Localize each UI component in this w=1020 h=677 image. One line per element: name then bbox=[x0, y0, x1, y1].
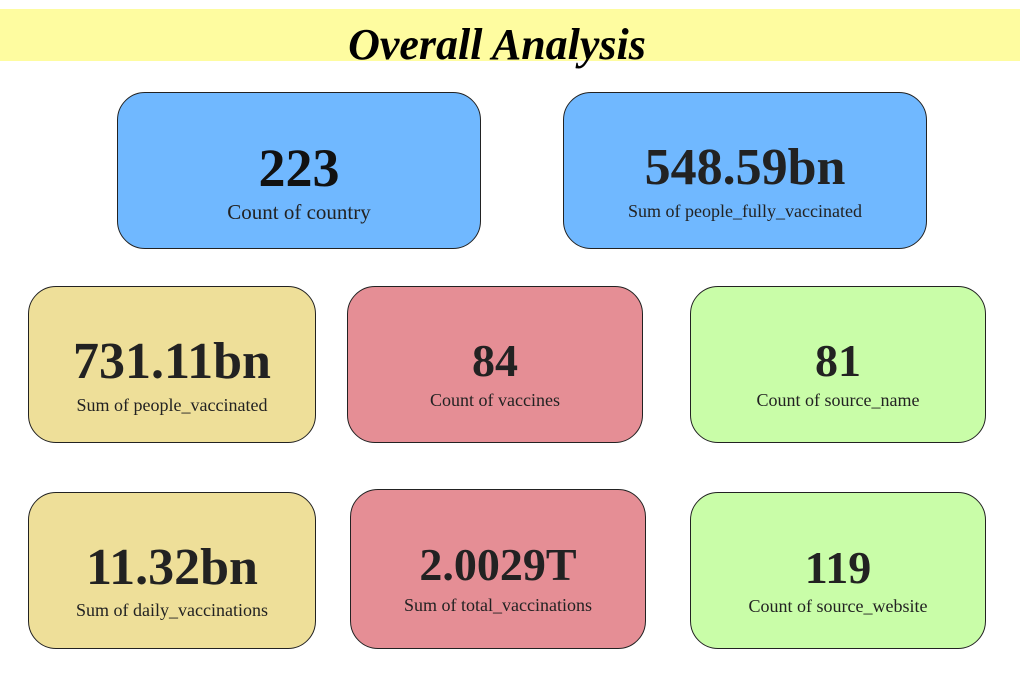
card-label: Count of country bbox=[227, 200, 371, 224]
card-sum-people-fully-vaccinated[interactable]: 548.59bn Sum of people_fully_vaccinated bbox=[563, 92, 927, 249]
page-title: Overall Analysis bbox=[348, 20, 646, 69]
card-count-of-country[interactable]: 223 Count of country bbox=[117, 92, 481, 249]
card-label: Count of vaccines bbox=[430, 390, 560, 410]
card-value: 11.32bn bbox=[86, 539, 258, 596]
card-value: 84 bbox=[472, 335, 518, 386]
card-label: Sum of daily_vaccinations bbox=[76, 600, 268, 620]
card-count-of-vaccines[interactable]: 84 Count of vaccines bbox=[347, 286, 643, 443]
card-sum-people-vaccinated[interactable]: 731.11bn Sum of people_vaccinated bbox=[28, 286, 316, 443]
card-value: 119 bbox=[804, 542, 872, 593]
card-label: Count of source_website bbox=[748, 596, 928, 616]
card-value: 2.0029T bbox=[419, 539, 577, 590]
card-count-of-source-website[interactable]: 119 Count of source_website bbox=[690, 492, 986, 649]
card-value: 223 bbox=[258, 138, 340, 198]
card-count-of-source-name[interactable]: 81 Count of source_name bbox=[690, 286, 986, 443]
card-label: Sum of people_fully_vaccinated bbox=[628, 201, 862, 221]
card-label: Count of source_name bbox=[756, 390, 920, 410]
title-banner: Overall Analysis bbox=[0, 9, 1020, 69]
card-value: 81 bbox=[815, 335, 861, 386]
card-value: 731.11bn bbox=[73, 333, 271, 390]
card-sum-daily-vaccinations[interactable]: 11.32bn Sum of daily_vaccinations bbox=[28, 492, 316, 649]
card-label: Sum of total_vaccinations bbox=[404, 595, 592, 615]
card-sum-total-vaccinations[interactable]: 2.0029T Sum of total_vaccinations bbox=[350, 489, 646, 649]
card-value: 548.59bn bbox=[644, 139, 846, 196]
card-label: Sum of people_vaccinated bbox=[76, 395, 268, 415]
